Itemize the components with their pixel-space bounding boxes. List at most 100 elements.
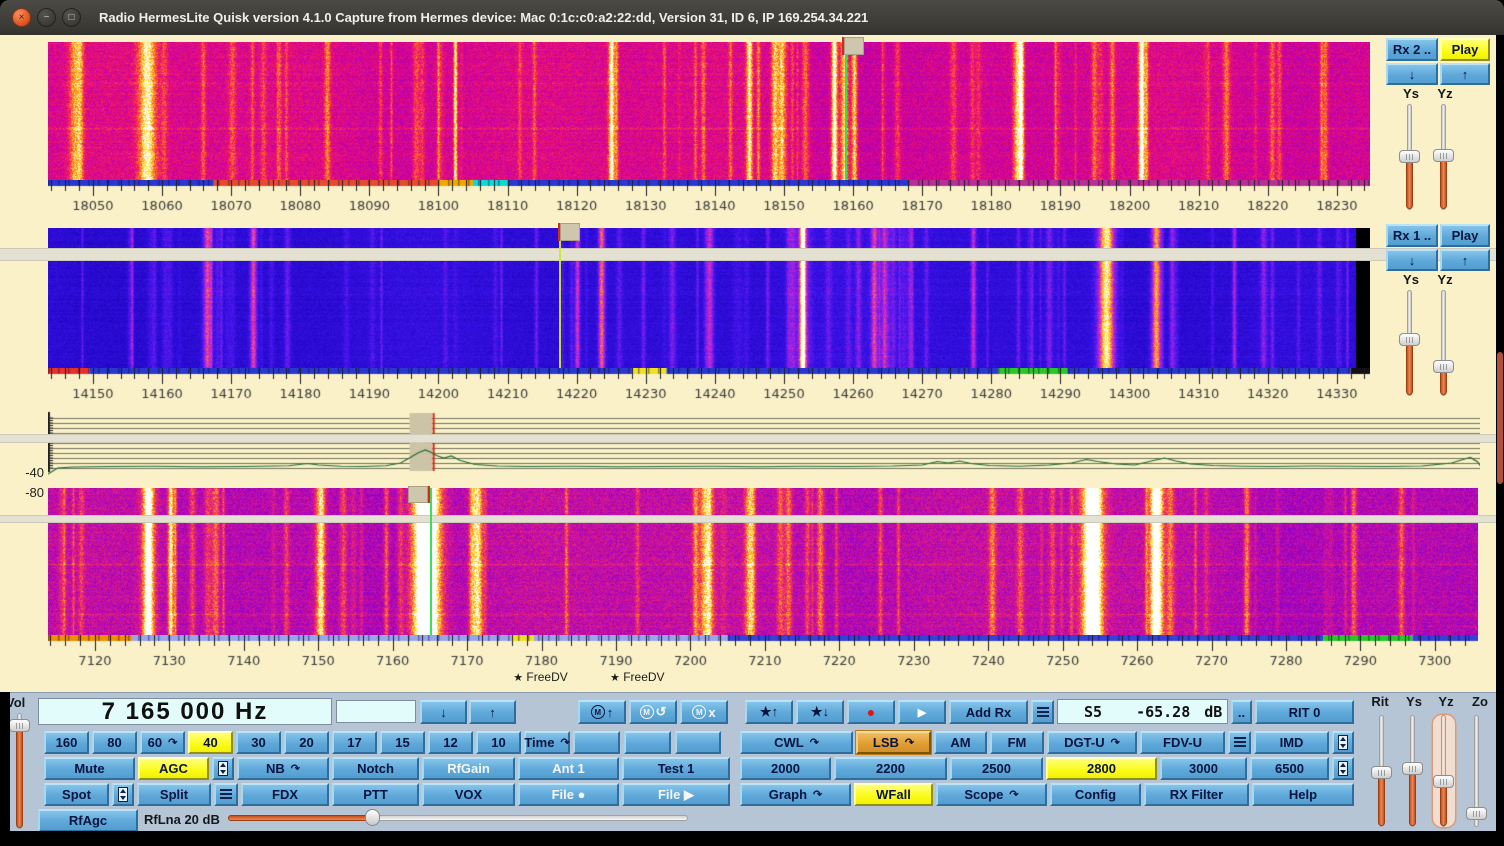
rx2-band-down-button[interactable]: ↓ [1386, 63, 1438, 85]
filter-2500-button[interactable]: 2500 [950, 757, 1043, 780]
band-20-button[interactable]: 20 [284, 731, 329, 754]
favorite-up-button[interactable]: ★↑ [745, 700, 793, 724]
smeter-menu-button[interactable] [1031, 700, 1054, 724]
tuning-cursor[interactable] [842, 37, 844, 55]
mode-fm-button[interactable]: FM [990, 731, 1044, 754]
tuning-line[interactable] [845, 42, 847, 180]
waterfall-40m[interactable] [48, 488, 1478, 635]
band-10-button[interactable]: 10 [476, 731, 521, 754]
frequency-entry[interactable] [336, 700, 416, 723]
rx1-play-button[interactable]: Play [1440, 224, 1490, 247]
rit-button[interactable]: RIT 0 [1255, 700, 1354, 724]
memory-recall-button[interactable]: M↺ [629, 700, 677, 724]
rx1-button[interactable]: Rx 1 .. [1386, 224, 1438, 247]
playback-button[interactable]: ▶ [898, 700, 946, 724]
ptt-button[interactable]: PTT [332, 783, 419, 806]
rflna-slider[interactable] [228, 809, 688, 826]
freq-scale-18m[interactable] [48, 180, 1370, 214]
fdx-button[interactable]: FDX [241, 783, 329, 806]
scope-view-button[interactable]: Scope↷ [936, 783, 1047, 806]
split-menu-button[interactable] [214, 783, 238, 806]
rx1-yz-slider[interactable] [1433, 290, 1455, 396]
mode-dgtu-button[interactable]: DGT-U↷ [1047, 731, 1137, 754]
filter-2000-button[interactable]: 2000 [740, 757, 831, 780]
panel-splitter[interactable] [0, 515, 1496, 523]
agc-button[interactable]: AGC [138, 757, 209, 780]
memory-delete-button[interactable]: Mx [680, 700, 728, 724]
window-minimize-icon[interactable]: − [37, 8, 56, 27]
add-rx-button[interactable]: Add Rx [949, 700, 1028, 724]
filter-6500-button[interactable]: 6500 [1250, 757, 1329, 780]
agc-spin-button[interactable] [212, 757, 234, 780]
band-15-button[interactable]: 15 [380, 731, 425, 754]
spectrum-graph[interactable] [48, 408, 1480, 478]
memory-slot-button[interactable] [624, 731, 671, 754]
step-down-button[interactable]: ↓ [420, 700, 467, 724]
band-30-button[interactable]: 30 [236, 731, 281, 754]
config-button[interactable]: Config [1050, 783, 1141, 806]
favorite-down-button[interactable]: ★↓ [796, 700, 844, 724]
window-close-icon[interactable]: × [12, 8, 31, 27]
rx2-yz-slider[interactable] [1433, 104, 1455, 210]
test1-button[interactable]: Test 1 [622, 757, 730, 780]
zo-slider[interactable] [1466, 715, 1488, 827]
window-maximize-icon[interactable]: □ [62, 8, 81, 27]
antenna-button[interactable]: Ant 1 [518, 757, 619, 780]
mode-imd-button[interactable]: IMD [1254, 731, 1329, 754]
volume-slider[interactable] [9, 713, 31, 829]
ys-slider[interactable] [1402, 715, 1424, 827]
file-record-button[interactable]: File ● [518, 783, 619, 806]
split-button[interactable]: Split [137, 783, 211, 806]
scrollbar-thumb[interactable] [1497, 352, 1503, 484]
rfagc-button[interactable]: RfAgc [38, 809, 138, 832]
mode-spin-button[interactable] [1332, 731, 1354, 754]
band-time-button[interactable]: Time↷ [524, 731, 570, 754]
tuning-cursor[interactable] [428, 486, 430, 503]
tuning-filter-box[interactable] [408, 486, 428, 503]
file-play-button[interactable]: File ▶ [622, 783, 730, 806]
filter-spin-button[interactable] [1332, 757, 1354, 780]
vox-button[interactable]: VOX [422, 783, 515, 806]
spot-button[interactable]: Spot [44, 783, 109, 806]
rx2-ys-slider[interactable] [1399, 104, 1421, 210]
graph-view-button[interactable]: Graph↷ [740, 783, 851, 806]
band-80-button[interactable]: 80 [92, 731, 137, 754]
frequency-display[interactable]: 7 165 000 Hz [38, 698, 332, 725]
rx1-ys-slider[interactable] [1399, 290, 1421, 396]
rx1-band-down-button[interactable]: ↓ [1386, 249, 1438, 271]
band-60-button[interactable]: 60↷ [140, 731, 185, 754]
band-40-button[interactable]: 40 [188, 731, 233, 754]
filter-2200-button[interactable]: 2200 [834, 757, 947, 780]
smeter-options-button[interactable]: .. [1231, 700, 1252, 724]
rx-filter-button[interactable]: RX Filter [1144, 783, 1249, 806]
memory-slot-button[interactable] [573, 731, 620, 754]
step-up-button[interactable]: ↑ [469, 700, 516, 724]
rx2-band-up-button[interactable]: ↑ [1440, 63, 1490, 85]
waterfall-18m[interactable] [48, 42, 1370, 180]
panel-splitter[interactable] [0, 248, 1496, 261]
memory-save-button[interactable]: M↑ [578, 700, 626, 724]
help-button[interactable]: Help [1252, 783, 1354, 806]
tuning-filter-box[interactable] [844, 37, 864, 55]
nb-button[interactable]: NB↷ [237, 757, 329, 780]
band-12-button[interactable]: 12 [428, 731, 473, 754]
memory-slot-button[interactable] [675, 731, 721, 754]
tuning-cursor[interactable] [558, 223, 560, 241]
mute-button[interactable]: Mute [44, 757, 135, 780]
waterfall-view-button[interactable]: WFall [854, 783, 933, 806]
panel-splitter[interactable] [0, 434, 1496, 443]
rit-slider[interactable] [1371, 715, 1393, 827]
filter-3000-button[interactable]: 3000 [1160, 757, 1247, 780]
tuning-filter-box[interactable] [560, 223, 580, 241]
mode-am-button[interactable]: AM [934, 731, 987, 754]
rx2-button[interactable]: Rx 2 .. [1386, 38, 1438, 61]
mode-cwl-button[interactable]: CWL↷ [740, 731, 853, 754]
rx2-play-button[interactable]: Play [1440, 38, 1490, 61]
mode-menu-button[interactable] [1228, 731, 1251, 754]
spot-spin-button[interactable] [112, 783, 134, 806]
notch-button[interactable]: Notch [332, 757, 419, 780]
mode-lsb-button[interactable]: LSB↷ [856, 731, 931, 754]
record-button[interactable]: ● [847, 700, 895, 724]
freq-scale-40m[interactable] [48, 635, 1478, 669]
tuning-line[interactable] [430, 488, 432, 635]
